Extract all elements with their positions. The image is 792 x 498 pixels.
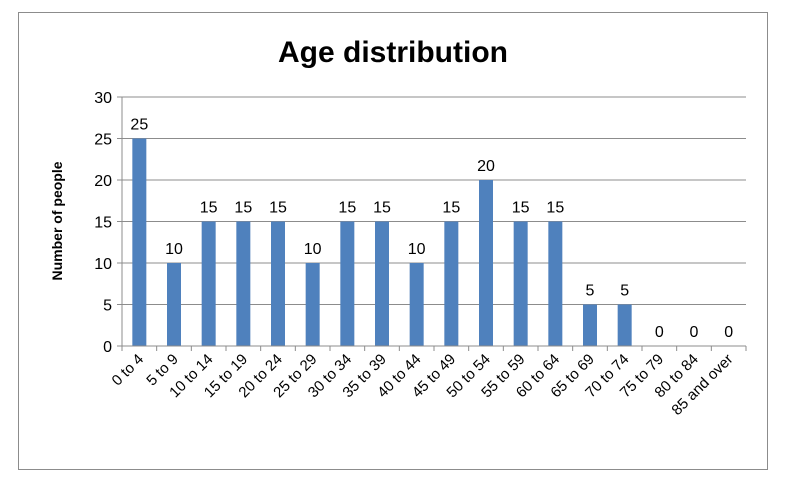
data-label: 10 — [165, 241, 183, 258]
bar — [201, 221, 216, 346]
x-tick-label: 0 to 4 — [109, 351, 148, 390]
data-label: 15 — [200, 200, 218, 217]
gridlines — [122, 96, 746, 305]
bar — [236, 221, 251, 346]
bar — [617, 304, 632, 346]
chart-title: Age distribution — [278, 36, 508, 69]
y-tick-label: 20 — [94, 173, 112, 190]
y-tick-label: 5 — [103, 298, 112, 315]
data-label: 15 — [269, 200, 287, 217]
data-label: 5 — [620, 283, 629, 300]
data-label: 15 — [234, 200, 252, 217]
data-label: 15 — [546, 200, 564, 217]
bar — [479, 180, 493, 346]
data-label: 5 — [586, 283, 595, 300]
bar — [305, 263, 320, 346]
y-tick-label: 0 — [103, 339, 112, 356]
data-label: 0 — [724, 324, 733, 341]
bar — [513, 221, 528, 346]
data-label: 15 — [338, 200, 356, 217]
bar — [409, 263, 424, 346]
bar — [375, 221, 389, 346]
bars — [132, 138, 632, 346]
y-tick-label: 25 — [94, 132, 112, 149]
data-label: 20 — [477, 158, 495, 175]
bar — [444, 221, 459, 346]
data-labels: 25 10 15 15 15 10 15 15 10 15 20 15 15 5 5 0 0 0 — [130, 117, 733, 342]
data-label: 15 — [373, 200, 391, 217]
data-label: 25 — [130, 117, 148, 134]
y-tick-label: 30 — [94, 90, 112, 107]
data-label: 15 — [512, 200, 530, 217]
y-tick-label: 15 — [94, 215, 112, 232]
bar — [340, 221, 355, 346]
bar — [271, 221, 285, 346]
data-label: 0 — [690, 324, 699, 341]
data-label: 10 — [304, 241, 322, 258]
bar — [167, 263, 181, 346]
y-axis-label: Number of people — [49, 161, 65, 280]
bar — [132, 138, 147, 346]
data-label: 0 — [655, 324, 664, 341]
y-tick-label: 10 — [94, 256, 112, 273]
data-label: 15 — [442, 200, 460, 217]
bar — [583, 304, 597, 346]
data-label: 10 — [408, 241, 426, 258]
bar — [548, 221, 563, 346]
